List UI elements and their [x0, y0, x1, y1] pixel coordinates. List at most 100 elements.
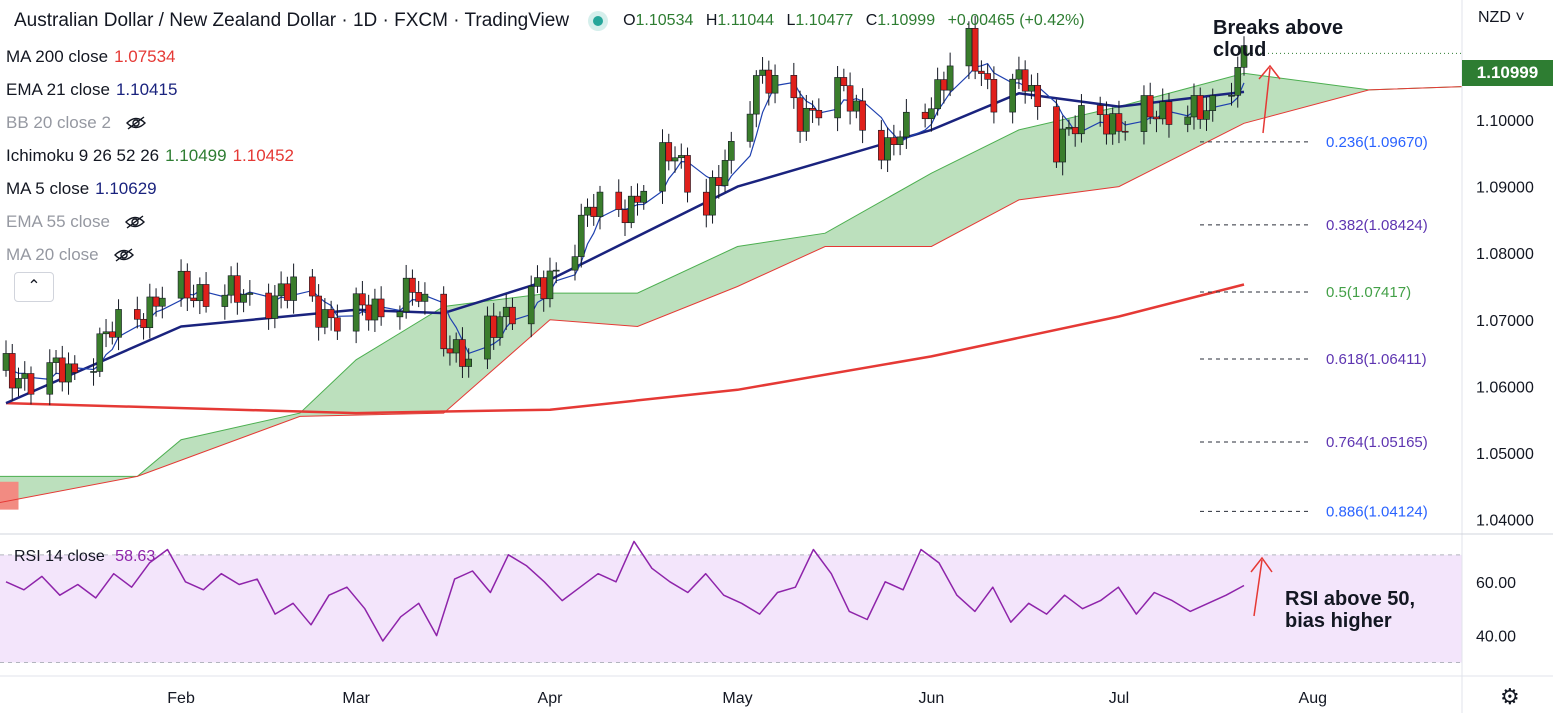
hidden-eye-icon[interactable]: [124, 214, 146, 229]
candle-body: [878, 129, 885, 161]
ma200-line: [5, 283, 1245, 415]
candle-body: [815, 110, 823, 119]
candle-body: [1109, 113, 1116, 135]
market-status-dot: [593, 16, 604, 26]
open-value: 1.10534: [635, 12, 694, 29]
candle-body: [177, 270, 185, 299]
candle-body: [753, 75, 760, 115]
candle-body: [96, 333, 104, 372]
candle-body: [1065, 127, 1073, 130]
candle-body: [1196, 95, 1204, 120]
candle-body: [234, 275, 241, 303]
symbol-title[interactable]: Australian Dollar / New Zealand Dollar ·…: [14, 10, 570, 31]
price-tick-label: 1.04000: [1476, 513, 1534, 530]
candle-body: [1121, 130, 1129, 133]
candle-body: [15, 378, 22, 389]
candle-body: [965, 27, 973, 67]
legend-ichimoku[interactable]: Ichimoku 9 26 52 26 1.10499 1.10452: [6, 145, 295, 165]
legend-ma200[interactable]: MA 200 close 1.07534: [6, 46, 176, 66]
rsi-pane: [0, 540, 1462, 664]
candle-body: [684, 155, 691, 193]
candle-body: [1209, 95, 1217, 111]
candle-body: [334, 317, 341, 332]
candle-body: [446, 348, 454, 354]
candle-body: [396, 311, 404, 318]
candle-body: [1034, 85, 1041, 107]
fib-label: 0.618(1.06411): [1326, 351, 1427, 368]
candle-body: [277, 283, 285, 297]
candle-body: [21, 373, 29, 379]
close-value: 1.10999: [877, 12, 936, 29]
candle-body: [540, 277, 548, 300]
change-value: +0.00465 (+0.42%): [947, 12, 1085, 29]
candle-body: [659, 142, 666, 192]
symbol-header: Australian Dollar / New Zealand Dollar ·…: [14, 10, 1085, 32]
fib-label: 0.382(1.08424): [1326, 217, 1428, 234]
currency-selector[interactable]: NZD ˅: [1478, 9, 1525, 26]
candle-body: [58, 357, 66, 383]
candle-body: [1096, 105, 1104, 115]
candle-body: [890, 137, 898, 145]
candle-body: [1103, 114, 1110, 135]
hidden-eye-icon[interactable]: [113, 247, 135, 262]
candle-body: [490, 315, 497, 338]
rsi-line: [5, 540, 1245, 642]
candle-body: [196, 284, 204, 302]
ohlc-values: O1.10534 H1.11044 L1.10477 C1.10999 +0.0…: [623, 12, 1085, 29]
candle-body: [152, 296, 160, 307]
candle-body: [1053, 106, 1060, 163]
legend-ema55[interactable]: EMA 55 close: [6, 205, 300, 238]
legend-bb20[interactable]: BB 20 close 2: [6, 106, 300, 139]
candle-body: [90, 371, 97, 373]
candle-body: [621, 209, 629, 224]
annotation-rsi: RSI above 50, bias higher: [1285, 588, 1416, 632]
legend-ma20[interactable]: MA 20 close: [6, 238, 300, 271]
candle-body: [377, 298, 385, 318]
candle-body: [1228, 94, 1235, 97]
candle-body: [727, 141, 735, 161]
fib-label: 0.5(1.07417): [1326, 284, 1411, 301]
hidden-eye-icon[interactable]: [125, 115, 147, 130]
candle-body: [496, 316, 504, 338]
candle-body: [484, 315, 491, 360]
candle-body: [859, 100, 866, 131]
price-tick-label: 1.05000: [1476, 446, 1534, 463]
candle-body: [1078, 105, 1085, 135]
candle-body: [8, 353, 16, 389]
candle-body: [221, 294, 229, 307]
rsi-legend[interactable]: RSI 14 close 58.63: [14, 548, 156, 565]
legend-ma5[interactable]: MA 5 close 1.10629: [6, 178, 157, 198]
fibonacci-levels: 0.236(1.09670) 0.382(1.08424) 0.5(1.07417)…: [1200, 134, 1428, 520]
legend-ema21[interactable]: EMA 21 close 1.10415: [6, 79, 178, 99]
candle-body: [1009, 78, 1016, 113]
candle-body: [590, 206, 598, 217]
candle-body: [102, 331, 110, 335]
candle-body: [765, 69, 773, 94]
annotation-arrows: [1244, 52, 1462, 617]
settings-gear-icon[interactable]: ⚙: [1500, 684, 1520, 709]
candle-body: [2, 353, 10, 371]
chevron-down-icon: ˅: [1515, 9, 1525, 26]
candle-body: [52, 357, 60, 363]
time-tick-label: Jul: [1109, 690, 1129, 707]
candle-body: [159, 297, 166, 307]
candle-body: [627, 195, 635, 224]
candle-body: [415, 292, 422, 302]
candle-body: [834, 77, 841, 119]
candle-body: [984, 73, 991, 80]
time-tick-label: Feb: [167, 690, 195, 707]
candle-body: [671, 157, 679, 162]
candle-body: [1184, 116, 1192, 125]
collapse-legend-button[interactable]: ⌃: [14, 272, 54, 302]
candle-body: [790, 75, 798, 99]
candle-body: [227, 275, 235, 296]
candle-body: [402, 277, 410, 313]
candle-body: [665, 142, 673, 162]
candle-body: [1115, 113, 1123, 132]
candle-body: [596, 191, 604, 217]
candle-body: [928, 108, 935, 120]
candle-body: [246, 292, 254, 295]
candle-body: [546, 270, 554, 300]
